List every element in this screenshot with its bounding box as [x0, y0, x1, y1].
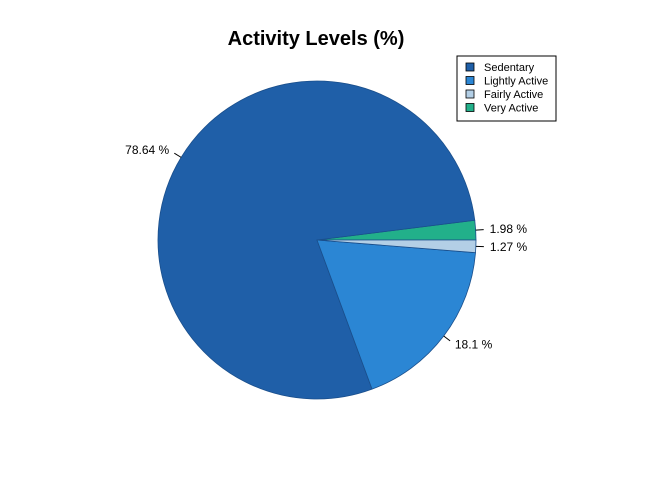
label-tick [475, 229, 484, 231]
slice-label: 18.1 % [455, 337, 493, 351]
pie-slice-sedentary [157, 80, 476, 400]
pie-slices [157, 80, 477, 400]
legend-swatch [465, 89, 475, 99]
legend-swatch [465, 76, 475, 85]
legend-label: Fairly Active [484, 89, 543, 101]
label-tick [174, 152, 182, 158]
label-tick [443, 335, 451, 342]
legend-swatch [465, 62, 475, 72]
legend-swatch [465, 103, 475, 112]
pie-labels: 1.98 % 78.64 % 18.1 % 1.27 % [125, 143, 527, 351]
legend-label: Very Active [484, 103, 538, 115]
slice-label: 1.98 % [490, 222, 528, 236]
slice-label: 78.64 % [125, 143, 169, 157]
legend-label: Lightly Active [484, 76, 548, 88]
legend-label: Sedentary [484, 62, 535, 74]
chart-title: Activity Levels (%) [227, 28, 405, 50]
slice-label: 1.27 % [490, 240, 528, 254]
